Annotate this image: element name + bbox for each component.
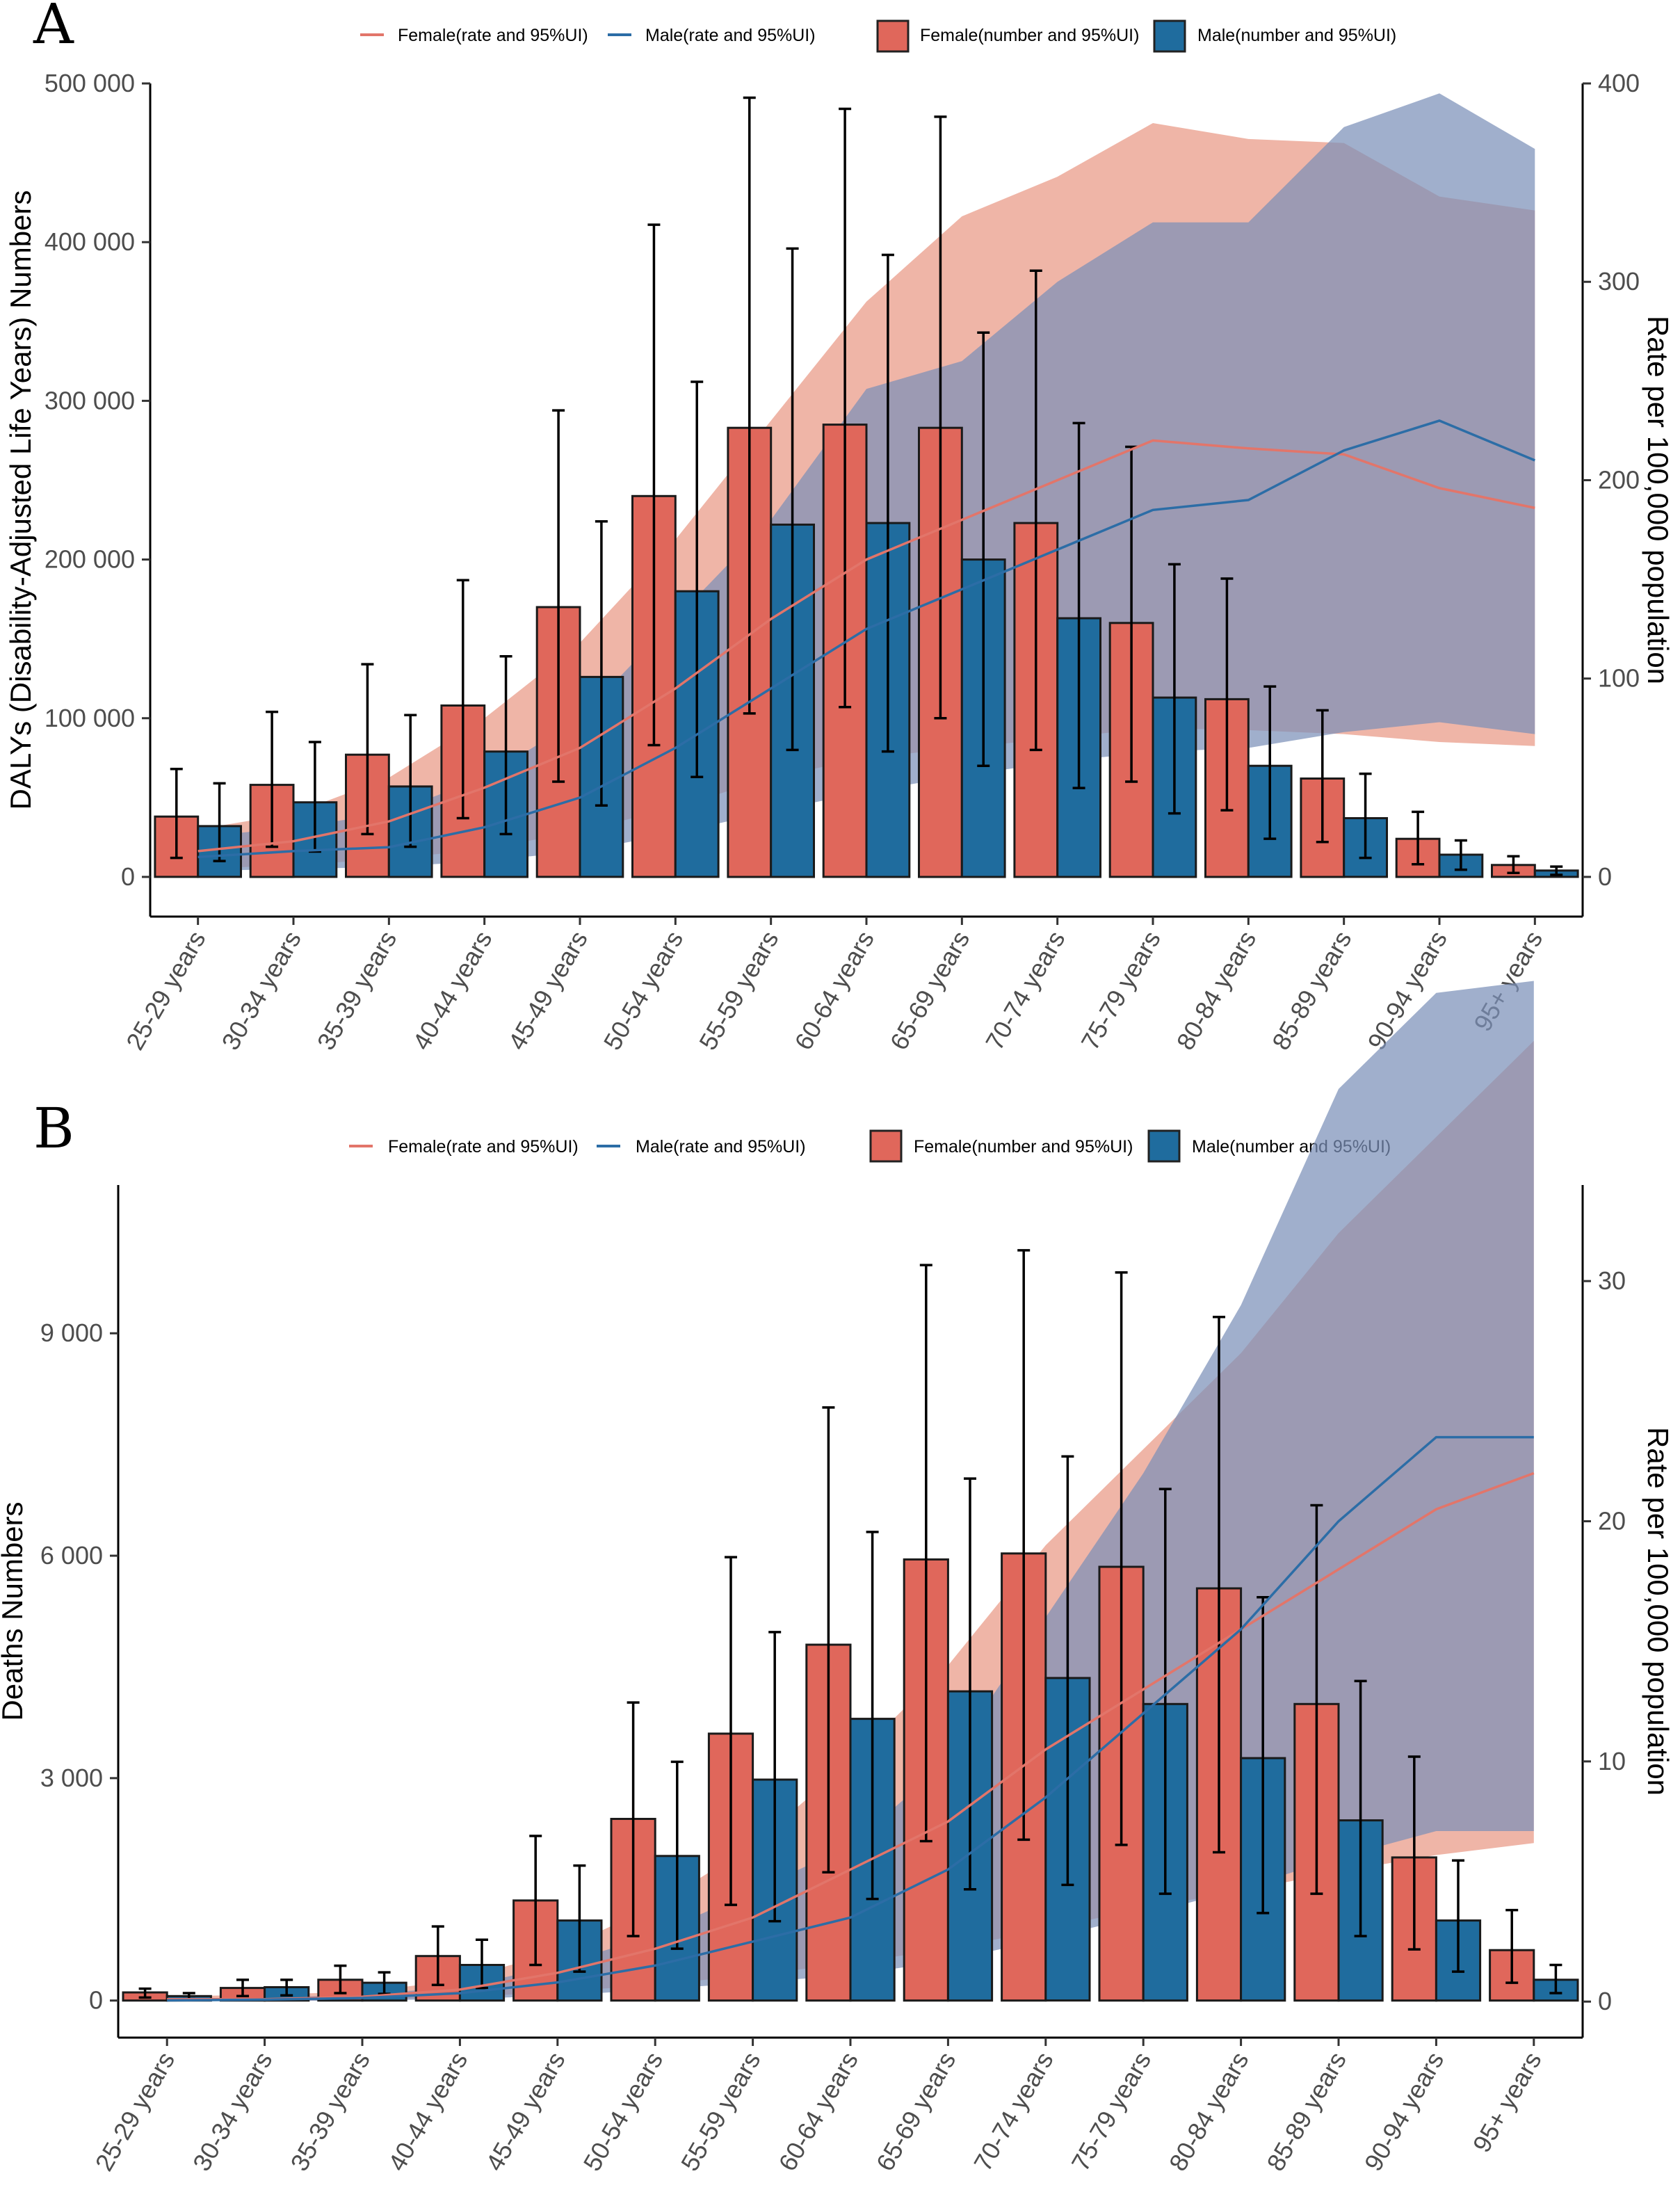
female-rate-line (197, 439, 1535, 853)
legend-male-rate-label: Male(rate and 95%UI) (645, 26, 816, 45)
x-tick-label: 50-54 years (578, 2047, 669, 2176)
y2-tick-label: 20 (1598, 1506, 1626, 1535)
legend-female-number-label: Female(number and 95%UI) (914, 1137, 1133, 1157)
y-tick-label: 0 (121, 862, 135, 891)
y2-tick-label: 0 (1598, 1987, 1612, 2015)
x-tick-label: 70-74 years (968, 2047, 1059, 2176)
y2-tick-label: 10 (1598, 1747, 1626, 1775)
x-tick-label: 95+ years (1467, 2047, 1547, 2157)
legend-male-rate-label: Male(rate and 95%UI) (636, 1137, 806, 1157)
legend-b: Female(rate and 95%UI) Male(rate and 95%… (349, 1129, 1391, 1163)
x-tick-label: 40-44 years (407, 926, 498, 1055)
y-tick-label: 3 000 (40, 1764, 103, 1792)
y2-tick-label: 0 (1598, 862, 1612, 891)
x-tick-label: 25-29 years (120, 926, 211, 1055)
legend-female-number-swatch (869, 1129, 903, 1163)
x-tick-label: 55-59 years (693, 926, 784, 1055)
male-rate-line (197, 419, 1535, 859)
y2-axis-title: Rate per 100,000 population (1642, 1427, 1674, 1796)
y2-axis-title: Rate per 100,000 population (1642, 316, 1674, 684)
x-tick-label: 45-49 years (502, 926, 593, 1055)
x-tick-label: 65-69 years (885, 926, 976, 1055)
legend-male-number-label: Male(number and 95%UI) (1197, 26, 1396, 45)
y-axis-title: Deaths Numbers (0, 1501, 29, 1720)
legend-male-number-swatch (1153, 19, 1186, 53)
y2-tick-label: 200 (1598, 465, 1640, 494)
x-tick-label: 75-79 years (1075, 926, 1166, 1055)
x-tick-label: 55-59 years (675, 2047, 766, 2176)
plot-b: 0 3 000 6 000 9 000 0 10 20 30 25-29 years 30-34 … (0, 981, 1674, 2176)
x-tick-label: 85-89 years (1266, 926, 1357, 1054)
x-tick-label: 45-49 years (480, 2047, 571, 2176)
x-tick-label: 30-34 years (216, 926, 307, 1055)
x-tick-label: 25-29 years (90, 2047, 181, 2176)
plot-a: 0 100 000 200 000 300 000 400 000 500 000 0 100… (4, 69, 1674, 1055)
legend-female-rate-label: Female(rate and 95%UI) (398, 26, 588, 45)
y2-tick-label: 100 (1598, 664, 1640, 693)
y2-tick-label: 30 (1598, 1266, 1626, 1295)
x-tick-label: 75-79 years (1066, 2047, 1157, 2176)
panel-a-letter: A (33, 0, 74, 56)
y2-tick-label: 300 (1598, 267, 1640, 296)
x-tick-label: 35-39 years (312, 926, 403, 1055)
x-tick-label: 30-34 years (187, 2047, 278, 2176)
x-tick-label: 70-74 years (980, 926, 1071, 1055)
legend-female-number-label: Female(number and 95%UI) (920, 26, 1139, 45)
x-tick-label: 35-39 years (284, 2047, 375, 2176)
x-tick-label: 60-64 years (789, 926, 880, 1055)
x-tick-label: 40-44 years (382, 2047, 474, 2176)
x-tick-label: 85-89 years (1261, 2047, 1352, 2176)
y-tick-label: 500 000 (45, 69, 135, 97)
panel-b-letter: B (33, 1096, 74, 1161)
y-tick-label: 400 000 (45, 227, 135, 256)
male-rate-ui-band (167, 981, 1534, 2001)
legend-female-number-swatch (876, 19, 910, 53)
y-tick-label: 0 (89, 1986, 103, 2015)
y-tick-label: 9 000 (40, 1319, 103, 1347)
x-tick-label: 50-54 years (598, 926, 689, 1055)
panel-a: A Female(rate and 95%UI) Male(rate and 9… (4, 0, 1674, 1055)
y-tick-label: 300 000 (45, 386, 135, 414)
y-axis-title: DALYs (Disability-Adjusted Life Years) N… (4, 191, 37, 810)
y-tick-label: 100 000 (45, 704, 135, 732)
x-tick-label: 80-84 years (1171, 926, 1262, 1055)
y2-tick-label: 400 (1598, 69, 1640, 97)
y-tick-label: 6 000 (40, 1541, 103, 1570)
y-tick-label: 200 000 (45, 545, 135, 574)
legend-a: Female(rate and 95%UI) Male(rate and 95%… (360, 19, 1396, 53)
x-tick-label: 80-84 years (1163, 2047, 1254, 2176)
x-tick-label: 65-69 years (871, 2047, 962, 2176)
legend-female-rate-label: Female(rate and 95%UI) (388, 1137, 579, 1157)
x-tick-label: 60-64 years (773, 2047, 864, 2176)
female-rate-line (167, 1472, 1535, 2001)
x-tick-label: 90-94 years (1359, 2047, 1450, 2176)
legend-male-number-swatch (1147, 1129, 1181, 1163)
male-rate-line (167, 1435, 1534, 2002)
panel-b: B Female(rate and 95%UI) Male(rate and 9… (0, 981, 1674, 2176)
